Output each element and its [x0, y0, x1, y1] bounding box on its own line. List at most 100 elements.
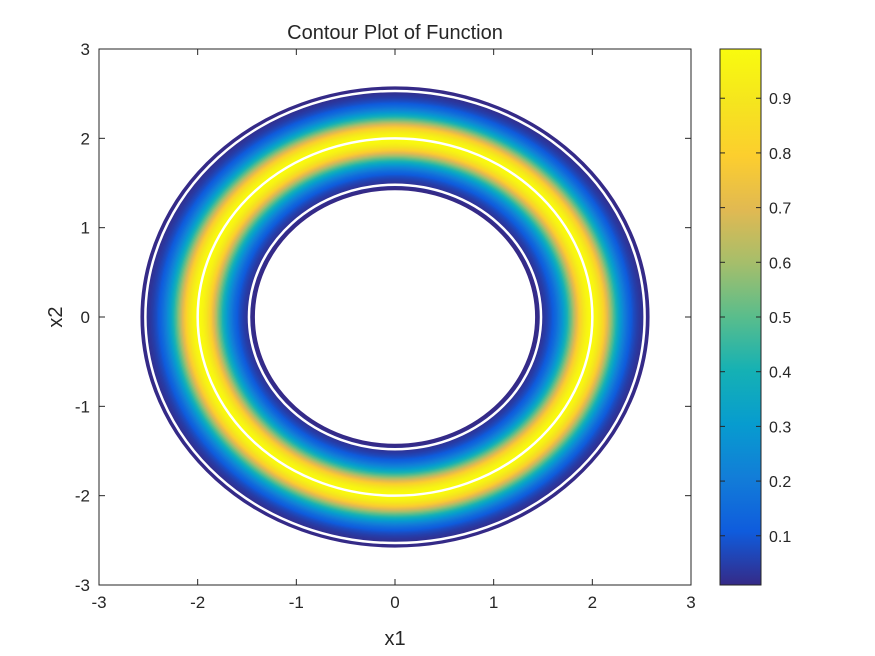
x-tick-label: 1 — [489, 593, 498, 612]
contour-band — [215, 154, 575, 480]
contour-band — [173, 116, 617, 518]
contour-band — [204, 144, 586, 490]
x-tick-label: -3 — [91, 593, 106, 612]
contour-band — [165, 109, 625, 525]
contour-band — [148, 93, 642, 541]
contour-band — [244, 180, 546, 454]
contour-band — [232, 169, 558, 465]
contour-band — [168, 111, 622, 523]
contour-band — [162, 106, 628, 528]
contour-band — [185, 127, 605, 507]
colorbar-ticks: 0.1 0.2 0.3 0.4 0.5 0.6 0.7 0.8 0.9 — [720, 91, 791, 546]
contour-edge — [140, 86, 650, 548]
contour-band — [250, 186, 540, 448]
contour-band — [199, 140, 591, 494]
contour-band — [217, 155, 573, 479]
highlight-contour-line — [144, 89, 646, 545]
colorbar-tick-label: 0.7 — [769, 201, 791, 218]
contour-band — [178, 120, 612, 514]
contour-band — [154, 99, 636, 535]
x-tick-label: -1 — [289, 593, 304, 612]
contour-band — [164, 108, 626, 526]
contour-band — [182, 124, 608, 510]
highlight-contour-line — [196, 137, 594, 497]
contour-band — [152, 97, 638, 537]
colorbar-tick-label: 0.9 — [769, 91, 791, 108]
y-tick-label: 2 — [81, 129, 90, 148]
contour-band — [200, 141, 590, 493]
highlight-contour-line — [247, 183, 543, 451]
contour-band — [160, 105, 630, 529]
contour-band — [209, 149, 581, 485]
contour-band — [249, 185, 541, 449]
contour-band — [163, 107, 627, 527]
contour-band — [188, 129, 602, 505]
contour-band — [245, 181, 545, 453]
contour-band — [175, 118, 615, 516]
x-tick-label: 3 — [686, 593, 695, 612]
contour-band — [174, 117, 616, 517]
contour-band — [238, 175, 552, 459]
colorbar-tick-label: 0.1 — [769, 529, 791, 546]
y-tick-label: -1 — [75, 397, 90, 416]
x-axis-ticks: -3 -2 -1 0 1 2 3 — [91, 49, 696, 612]
colorbar-tick-label: 0.2 — [769, 474, 791, 491]
contour-band — [159, 103, 631, 531]
contour-band — [190, 132, 600, 502]
contour-band — [237, 174, 553, 460]
contour-band — [224, 162, 566, 472]
contour-band — [172, 115, 618, 519]
contour-band — [158, 102, 632, 532]
contour-band — [207, 146, 583, 488]
contour-band — [157, 101, 633, 533]
colorbar-gradient — [720, 49, 761, 585]
contour-band — [153, 98, 637, 536]
contour-band — [142, 88, 648, 546]
y-axis-label: x2 — [45, 306, 67, 327]
contour-band — [189, 131, 601, 503]
contour-band — [179, 121, 611, 513]
x-axis-label: x1 — [384, 628, 405, 650]
contour-band — [242, 178, 548, 456]
contour-band — [233, 170, 557, 464]
contour-band — [223, 161, 567, 473]
contour-band — [218, 157, 572, 477]
contour-band — [187, 128, 603, 506]
contour-band — [194, 135, 596, 499]
contour-band — [198, 138, 592, 496]
contour-band — [228, 166, 562, 468]
contour-band — [214, 153, 576, 481]
y-axis-ticks: -3 -2 -1 0 1 2 3 — [75, 40, 691, 595]
contour-band — [235, 172, 555, 462]
contour-band — [184, 126, 606, 508]
colorbar-tick-label: 0.4 — [769, 365, 791, 382]
contour-band — [145, 91, 645, 543]
colorbar-tick-label: 0.3 — [769, 419, 791, 436]
contour-band — [155, 100, 635, 534]
contour-band — [212, 151, 578, 483]
contour-band — [192, 133, 598, 501]
colorbar-tick-label: 0.6 — [769, 255, 791, 272]
colorbar: 0.1 0.2 0.3 0.4 0.5 0.6 0.7 0.8 0.9 — [719, 48, 791, 586]
contour-band — [193, 134, 597, 500]
contour-band — [202, 142, 588, 492]
plot-area: -3 -2 -1 0 1 2 3 -3 -2 -1 0 1 2 3 — [75, 40, 696, 612]
contour-band — [225, 163, 565, 471]
y-tick-label: -2 — [75, 487, 90, 506]
contour-band — [183, 125, 607, 509]
contour-band — [169, 112, 621, 522]
contour-band — [227, 164, 563, 470]
contour-band — [210, 150, 580, 484]
contour-band — [234, 171, 556, 463]
chart-title: Contour Plot of Function — [287, 22, 503, 44]
contour-band — [208, 148, 582, 486]
contour-band — [149, 94, 641, 540]
contour-band — [170, 114, 620, 520]
colorbar-tick-label: 0.8 — [769, 146, 791, 163]
contour-band — [177, 119, 613, 515]
y-tick-label: 3 — [81, 40, 90, 59]
contour-band — [219, 158, 571, 476]
colorbar-tick-label: 0.5 — [769, 310, 791, 327]
contour-band — [239, 176, 551, 458]
